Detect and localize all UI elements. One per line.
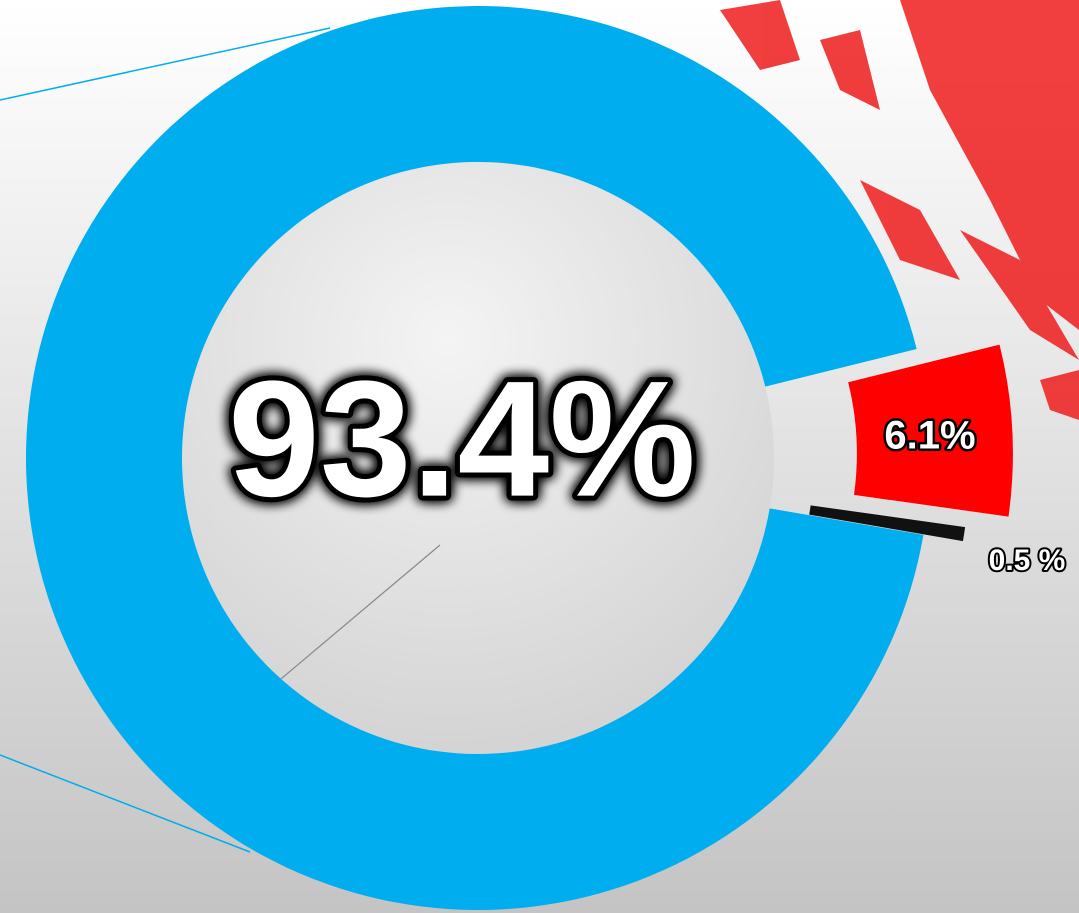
donut-slice bbox=[809, 505, 966, 542]
decoration-line bbox=[0, 27, 331, 101]
donut-hole bbox=[182, 162, 774, 754]
donut-slice bbox=[26, 5, 924, 910]
decoration-splatter bbox=[720, 0, 1079, 420]
value-label: 93.4% bbox=[228, 347, 696, 531]
decoration-line bbox=[0, 754, 251, 853]
donut bbox=[26, 5, 1013, 910]
leader-line bbox=[249, 544, 441, 706]
donut-slice bbox=[848, 344, 1013, 517]
value-label: 6.1% bbox=[884, 414, 975, 458]
value-label: 0.5 % bbox=[989, 544, 1066, 577]
